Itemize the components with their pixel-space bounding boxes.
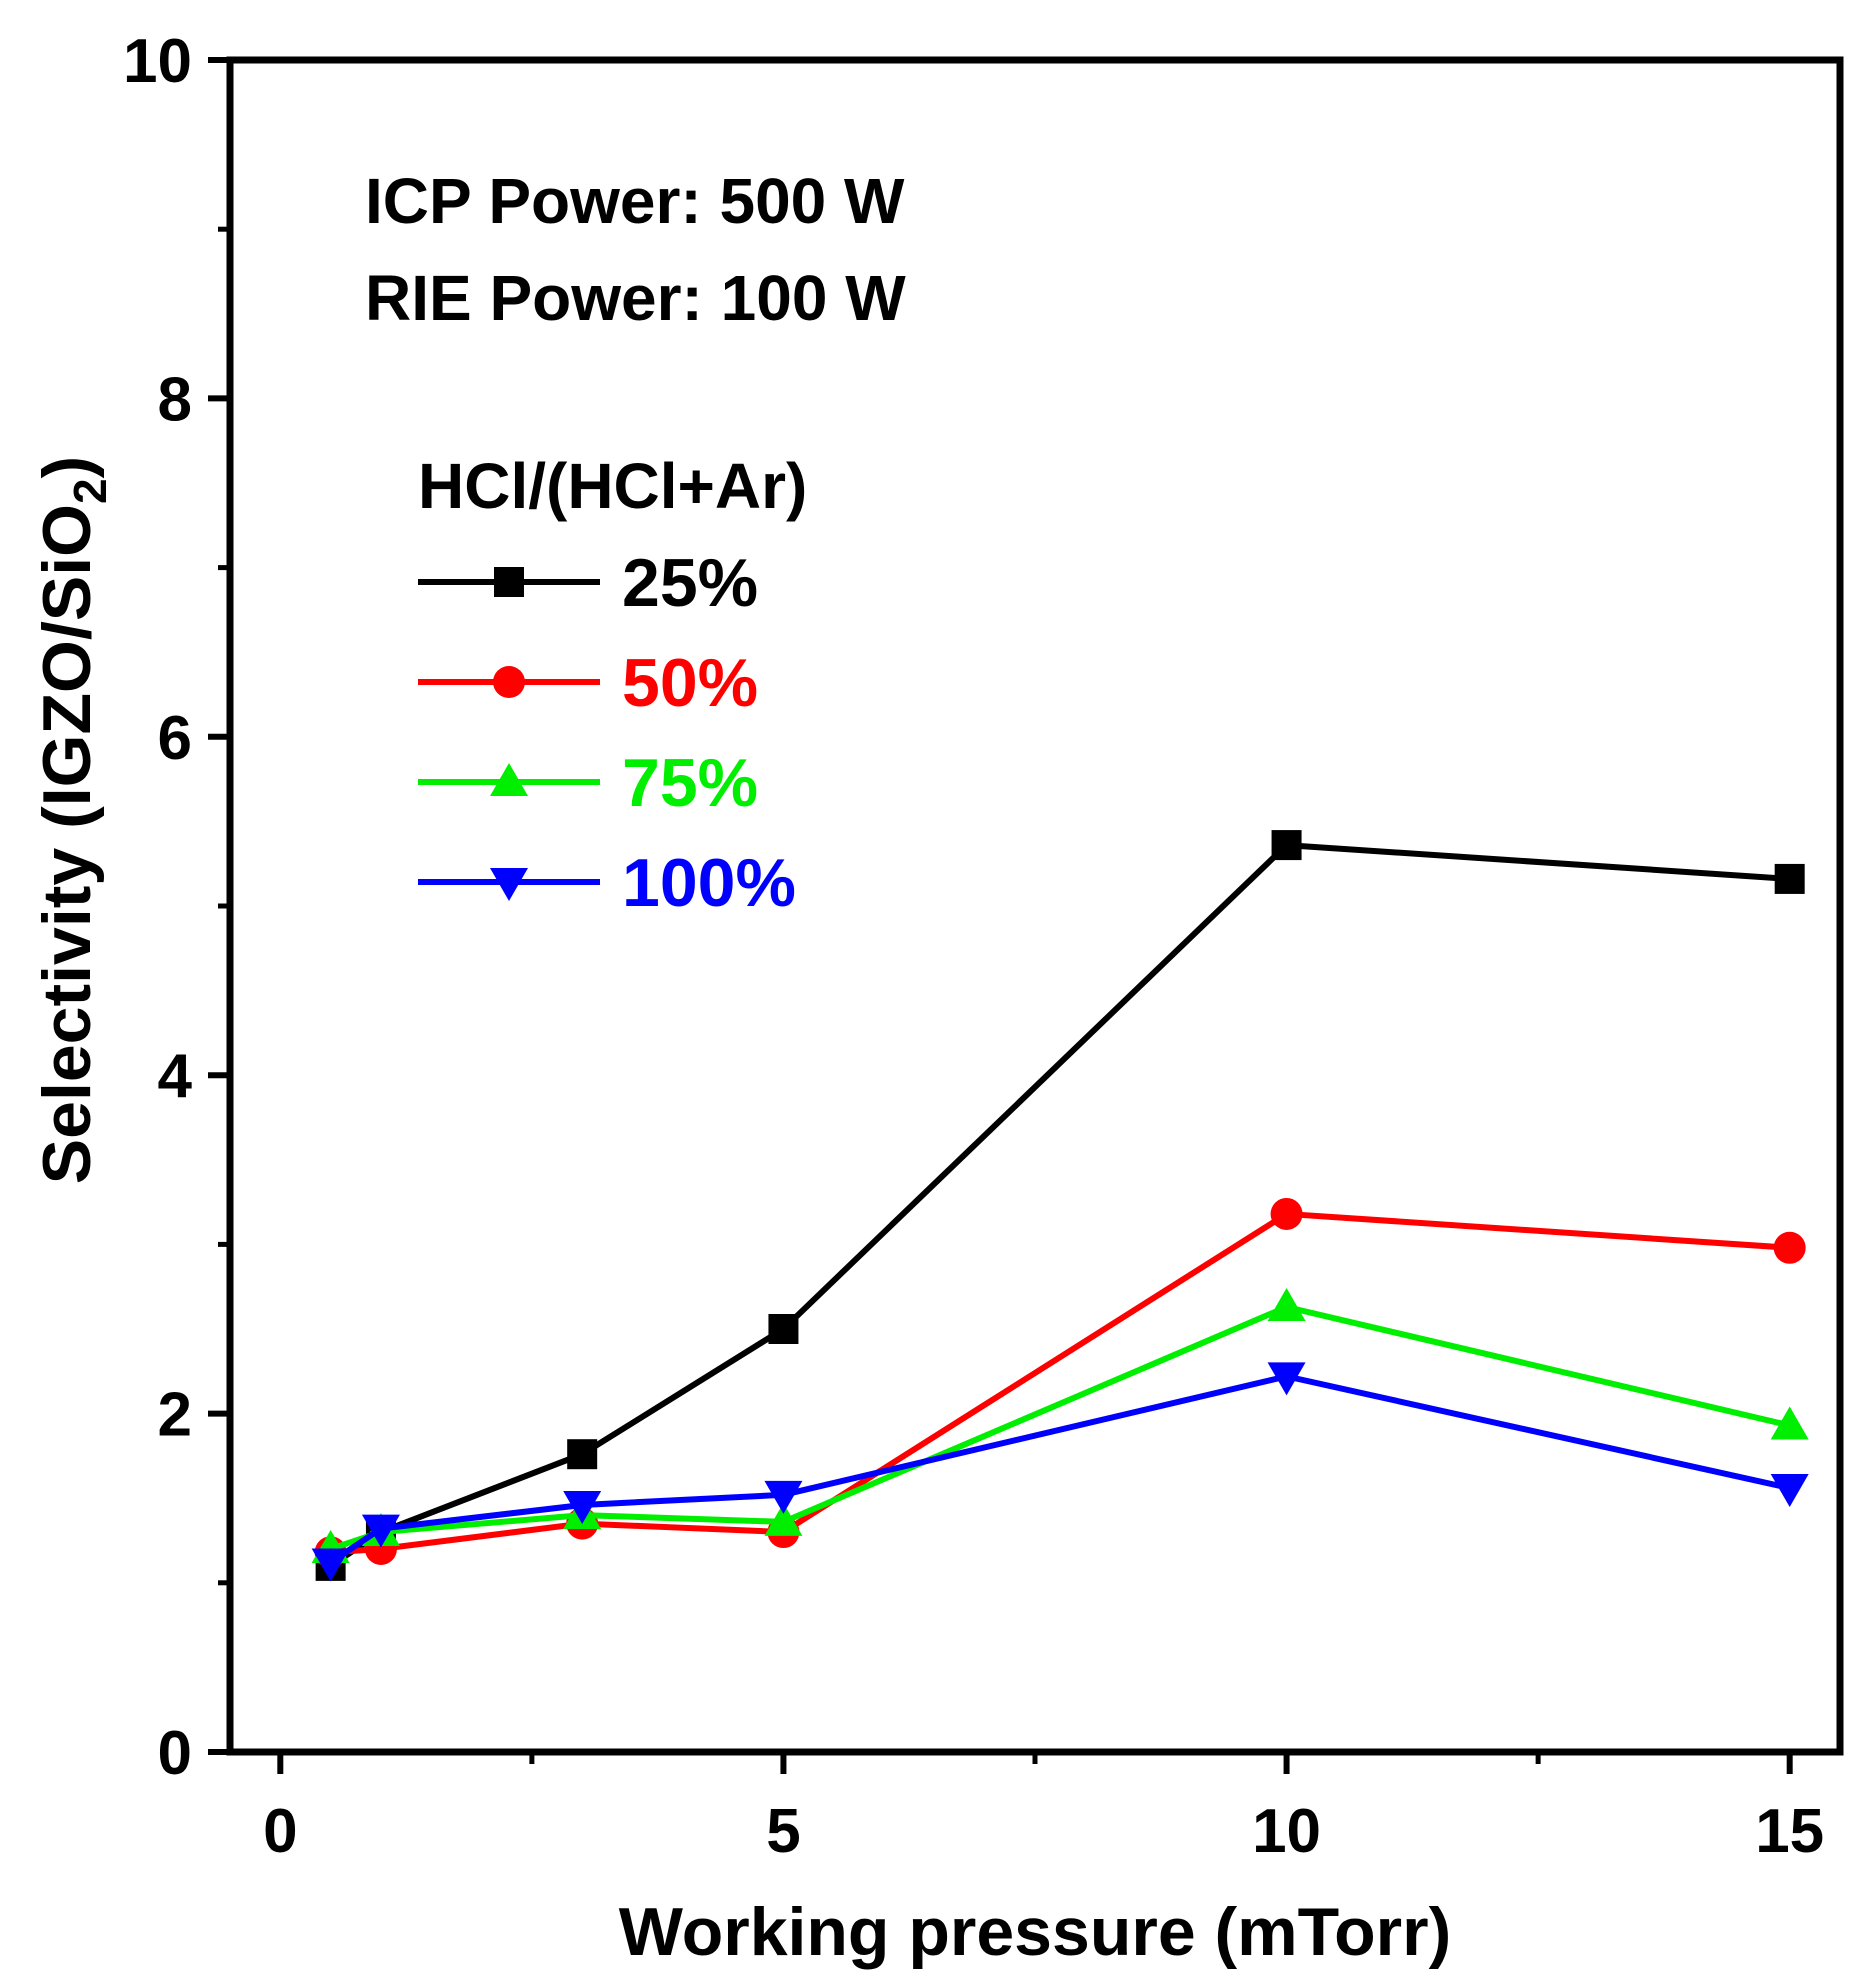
plot-frame	[226, 56, 1844, 1756]
legend-marker-75-percent	[490, 763, 528, 796]
y-axis-title-close: )	[29, 456, 105, 479]
data-point-100-percent	[1267, 1362, 1306, 1396]
y-tick-label: 4	[158, 1042, 193, 1111]
annotation-icp-power: ICP Power: 500 W	[365, 165, 905, 237]
legend-marker-100-percent	[490, 868, 528, 901]
data-point-100-percent	[563, 1490, 602, 1524]
y-axis-title-main: Selectivity (IGZO/SiO	[29, 504, 105, 1184]
legend-entry-50-percent: 50%	[418, 645, 758, 721]
data-point-100-percent	[361, 1514, 400, 1548]
legend-entry-100-percent: 100%	[418, 845, 796, 921]
legend: HCl/(HCl+Ar) 25% 50% 75% 100%	[418, 450, 807, 921]
x-tick-label: 15	[1755, 1797, 1824, 1866]
y-axis-title-subscript: 2	[64, 478, 116, 504]
data-point-25-percent	[1271, 830, 1302, 861]
data-point-50-percent	[1773, 1231, 1806, 1264]
data-point-75-percent	[764, 1502, 803, 1536]
y-tick-label: 10	[123, 27, 192, 96]
y-tick-label: 6	[158, 704, 192, 773]
legend-title: HCl/(HCl+Ar)	[418, 450, 807, 522]
y-tick-label: 2	[158, 1381, 192, 1450]
data-point-100-percent	[764, 1480, 803, 1514]
series-layer	[311, 830, 1809, 1582]
y-tick-label: 8	[158, 365, 192, 434]
data-point-25-percent	[567, 1439, 598, 1470]
legend-label-75-percent: 75%	[622, 745, 758, 821]
y-axis-title: Selectivity (IGZO/SiO2)	[29, 456, 116, 1184]
legend-label-25-percent: 25%	[622, 545, 758, 621]
data-point-75-percent	[1770, 1406, 1809, 1440]
data-point-25-percent	[1774, 863, 1805, 894]
legend-marker-25-percent	[494, 567, 524, 597]
legend-entry-75-percent: 75%	[418, 745, 758, 821]
series-line-100-percent	[328, 1373, 1791, 1565]
x-axis-title: Working pressure (mTorr)	[619, 1894, 1452, 1970]
axis-ticks: 0 5 10 15 0 2 4 6 8 10	[123, 27, 1824, 1866]
legend-entries: 25% 50% 75% 100%	[418, 545, 796, 921]
x-tick-label: 0	[263, 1797, 297, 1866]
data-point-100-percent	[1770, 1474, 1809, 1508]
legend-label-50-percent: 50%	[622, 645, 758, 721]
legend-label-100-percent: 100%	[622, 845, 796, 921]
legend-marker-50-percent	[493, 666, 525, 698]
data-point-50-percent	[1270, 1197, 1303, 1230]
y-tick-label: 0	[158, 1719, 192, 1788]
data-point-25-percent	[768, 1314, 799, 1344]
data-point-100-percent	[311, 1548, 350, 1582]
data-point-75-percent	[1267, 1288, 1306, 1322]
x-tick-label: 5	[766, 1797, 800, 1866]
x-tick-label: 10	[1252, 1797, 1321, 1866]
series-100-percent	[311, 1362, 1809, 1582]
legend-entry-25-percent: 25%	[418, 545, 758, 621]
annotation-rie-power: RIE Power: 100 W	[365, 262, 906, 334]
